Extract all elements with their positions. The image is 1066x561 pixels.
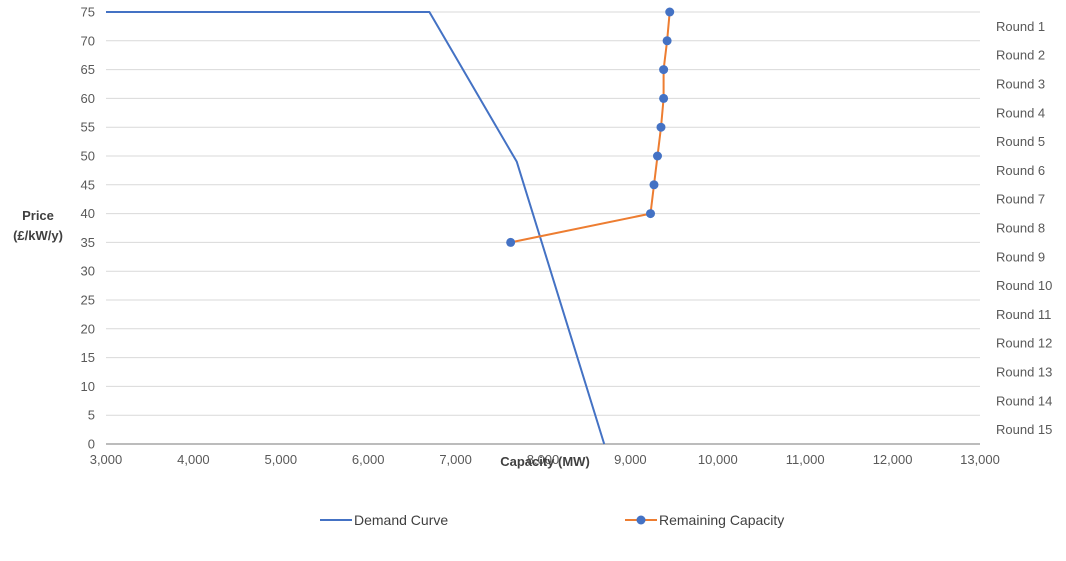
series-layer [106, 7, 675, 445]
legend-item-demand-curve: Demand Curve [320, 512, 448, 528]
series-line-demand-curve [106, 11, 606, 445]
x-tick-label: 10,000 [698, 452, 738, 467]
x-tick-label: 7,000 [439, 452, 472, 467]
y-tick-label: 30 [81, 264, 95, 279]
y-tick-label: 40 [81, 206, 95, 221]
data-point [649, 180, 659, 190]
y-tick-label: 15 [81, 350, 95, 365]
legend: Demand Curve Remaining Capacity [320, 512, 784, 528]
round-label: Round 11 [996, 307, 1051, 322]
x-tick-label: 13,000 [960, 452, 1000, 467]
y-tick-label: 35 [81, 235, 95, 250]
round-label: Round 9 [996, 249, 1045, 264]
legend-label-remaining-capacity: Remaining Capacity [659, 512, 784, 528]
y-tick-label: 55 [81, 120, 95, 135]
data-point [665, 7, 675, 17]
y-tick-label: 20 [81, 321, 95, 336]
data-point [656, 122, 666, 132]
legend-label-demand-curve: Demand Curve [354, 512, 448, 528]
x-tick-label: 12,000 [873, 452, 913, 467]
y-tick-label: 75 [81, 5, 95, 20]
y-axis-title-line2: (£/kW/y) [13, 228, 63, 243]
right-axis-labels: Round 1 Round 2 Round 3 Round 4 Round 5 Round… [996, 19, 1052, 437]
round-label: Round 3 [996, 77, 1045, 92]
round-label: Round 4 [996, 105, 1045, 120]
x-tick-label: 6,000 [352, 452, 385, 467]
x-tick-label: 3,000 [90, 452, 123, 467]
x-axis-ticks: 3,000 4,000 5,000 6,000 7,000 8,000 9,000 10,00… [90, 452, 1000, 467]
y-tick-label: 25 [81, 293, 95, 308]
y-tick-label: 10 [81, 379, 95, 394]
round-label: Round 15 [996, 422, 1052, 437]
round-label: Round 12 [996, 336, 1052, 351]
data-point [659, 65, 669, 75]
round-label: Round 5 [996, 134, 1045, 149]
x-axis-title: Capacity (MW) [500, 454, 590, 469]
y-tick-label: 70 [81, 33, 95, 48]
y-axis-ticks: 0 5 10 15 20 25 30 35 40 45 50 55 60 65 70 75 [81, 5, 95, 452]
round-label: Round 13 [996, 365, 1052, 380]
x-tick-label: 5,000 [265, 452, 298, 467]
round-label: Round 10 [996, 278, 1052, 293]
x-tick-label: 11,000 [786, 452, 825, 467]
y-tick-label: 0 [88, 437, 95, 452]
data-point [652, 151, 662, 161]
y-tick-label: 50 [81, 149, 95, 164]
data-point [659, 93, 669, 103]
y-tick-label: 60 [81, 91, 95, 106]
round-label: Round 6 [996, 163, 1045, 178]
round-label: Round 8 [996, 221, 1045, 236]
grid-lines [106, 11, 980, 416]
round-label: Round 7 [996, 192, 1045, 207]
data-point [506, 237, 516, 247]
round-label: Round 1 [996, 19, 1045, 34]
x-tick-label: 8,000 [527, 452, 560, 467]
data-point [662, 36, 672, 46]
y-tick-label: 65 [81, 62, 95, 77]
y-axis-title-line1: Price [22, 208, 54, 223]
x-tick-label: 4,000 [177, 452, 210, 467]
data-point [646, 209, 656, 219]
legend-item-remaining-capacity: Remaining Capacity [625, 512, 784, 528]
legend-marker-remaining-capacity [636, 515, 646, 525]
y-tick-label: 5 [88, 408, 95, 423]
round-label: Round 2 [996, 48, 1045, 63]
y-tick-label: 45 [81, 177, 95, 192]
x-tick-label: 9,000 [614, 452, 647, 467]
round-label: Round 14 [996, 393, 1052, 408]
